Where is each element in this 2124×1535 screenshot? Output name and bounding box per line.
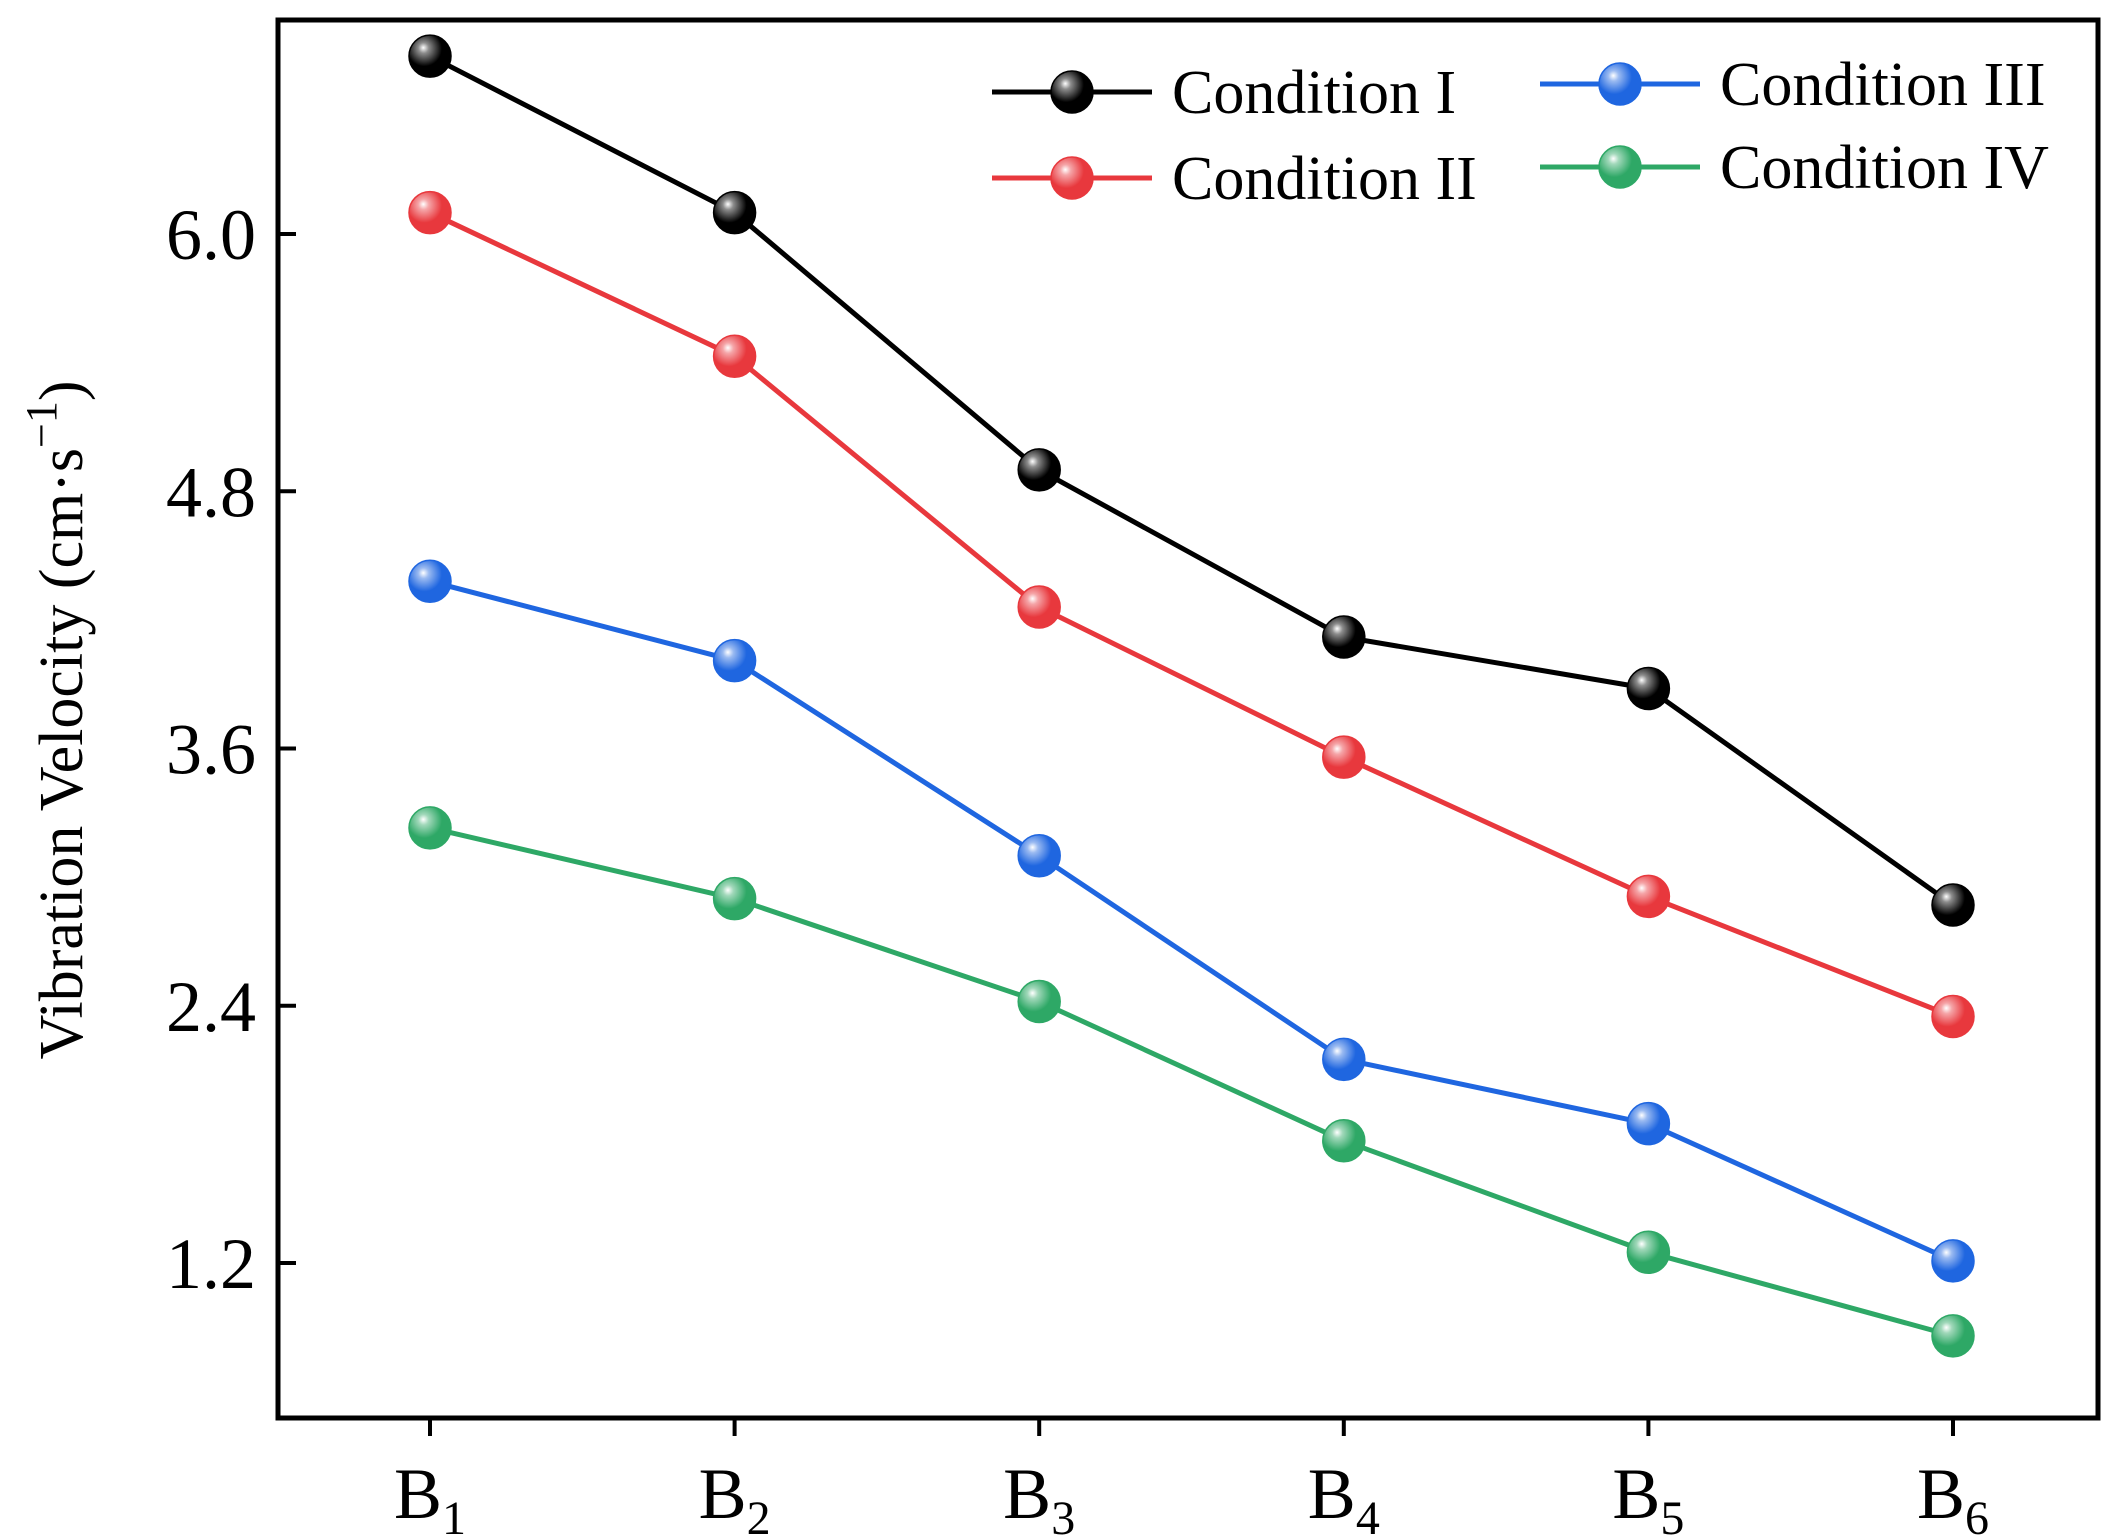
data-point <box>1322 1119 1366 1163</box>
legend-label: Condition II <box>1172 145 1477 213</box>
x-tick-label: B4 <box>1308 1454 1380 1535</box>
y-tick-label: 4.8 <box>166 452 256 532</box>
data-point <box>1322 615 1366 659</box>
data-point <box>1626 1101 1671 1146</box>
y-tick-label: 2.4 <box>166 967 256 1047</box>
data-point <box>712 638 757 683</box>
series-line-4 <box>429 825 1954 1339</box>
y-tick-label: 3.6 <box>166 710 256 790</box>
data-point <box>1626 666 1671 711</box>
series-line-1 <box>428 53 1955 908</box>
data-point <box>712 334 757 378</box>
data-point <box>712 190 757 235</box>
data-point <box>1017 833 1061 878</box>
x-tick-label: B5 <box>1612 1454 1684 1535</box>
series-lines <box>428 53 1955 1339</box>
data-point <box>1931 1239 1975 1283</box>
y-axis-title: Vibration Velocity (cm·s−1) <box>17 380 96 1059</box>
data-point <box>408 559 452 604</box>
legend-marker <box>1598 145 1642 189</box>
legend-label: Condition I <box>1172 59 1456 127</box>
legend-label: Condition IV <box>1720 134 2049 202</box>
y-tick-label: 1.2 <box>166 1224 256 1304</box>
data-point <box>1322 735 1366 779</box>
series-line-3 <box>429 578 1955 1264</box>
data-point <box>1931 883 1975 927</box>
data-point <box>408 34 452 78</box>
x-tick-label: B6 <box>1917 1454 1989 1535</box>
x-tick-label: B3 <box>1003 1454 1075 1535</box>
data-point <box>1626 874 1671 919</box>
legend: Condition I Condition II Condition III Cond… <box>992 51 2049 213</box>
data-point <box>1931 994 1975 1039</box>
data-point <box>1931 1314 1975 1358</box>
legend-marker <box>1050 156 1094 200</box>
data-point <box>1017 979 1061 1024</box>
data-point <box>1017 448 1061 492</box>
data-point <box>1626 1230 1671 1275</box>
y-axis: 1.2 2.4 3.6 4.8 6.0 <box>166 195 296 1304</box>
x-tick-label: B2 <box>699 1454 771 1535</box>
data-point <box>408 190 452 235</box>
legend-marker <box>1598 62 1642 106</box>
legend-label: Condition III <box>1720 51 2045 119</box>
y-tick-label: 6.0 <box>166 195 256 275</box>
plot-frame <box>275 17 2101 1421</box>
data-point <box>1017 585 1061 629</box>
x-tick-label: B1 <box>394 1454 466 1535</box>
data-point <box>712 876 757 921</box>
x-axis: B1 B2 B3 B4 B5 B6 <box>394 1418 1989 1535</box>
series-line-2 <box>428 210 1954 1019</box>
plot-area <box>275 17 2101 1421</box>
series-markers <box>408 34 1975 1358</box>
data-point <box>408 806 452 850</box>
y-axis-title-text: Vibration Velocity (cm·s−1) <box>17 380 96 1059</box>
legend-marker <box>1050 70 1094 114</box>
data-point <box>1322 1037 1366 1082</box>
